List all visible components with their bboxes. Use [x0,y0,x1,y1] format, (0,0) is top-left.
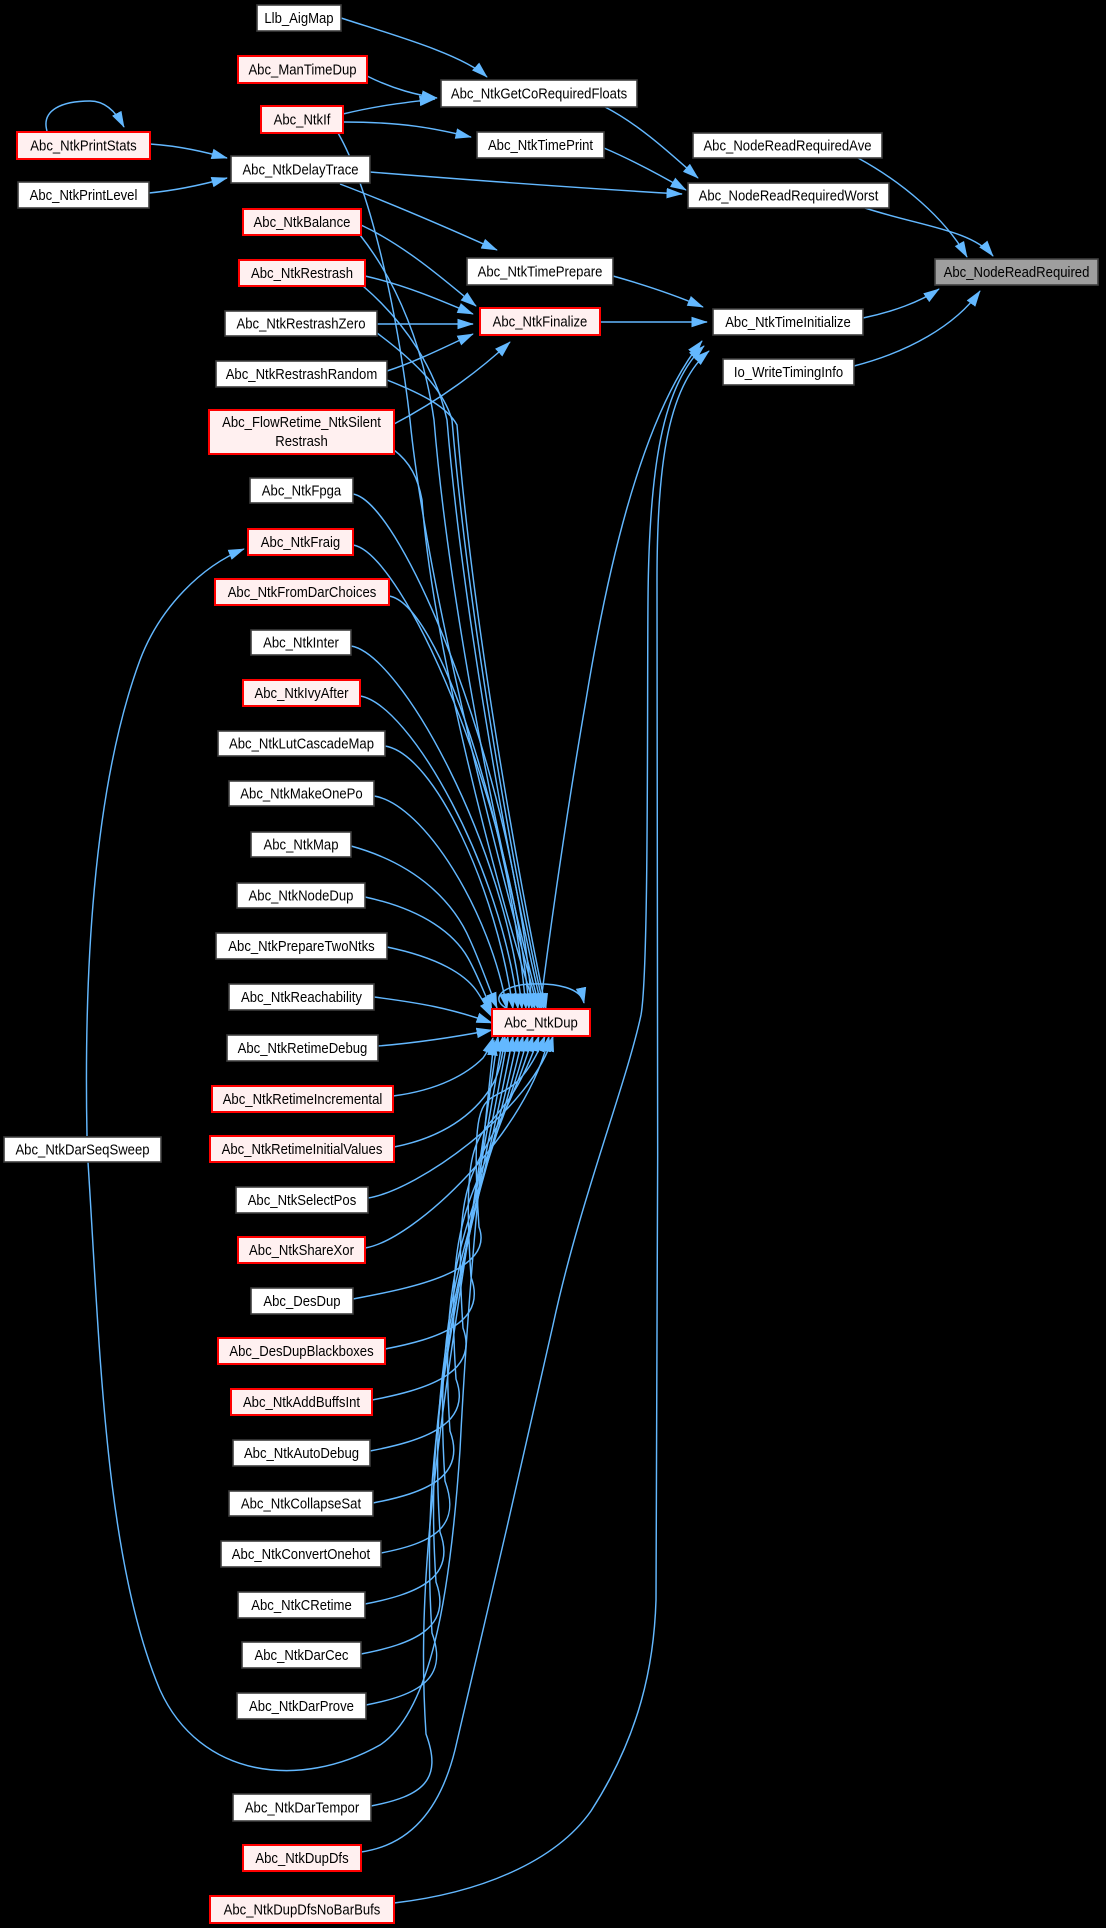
svg-text:Abc_NtkDup: Abc_NtkDup [504,1015,578,1032]
svg-text:Io_WriteTimingInfo: Io_WriteTimingInfo [734,364,843,381]
svg-text:Abc_NtkDelayTrace: Abc_NtkDelayTrace [242,162,358,179]
svg-text:Abc_NtkTimePrepare: Abc_NtkTimePrepare [478,264,603,281]
svg-text:Llb_AigMap: Llb_AigMap [264,10,333,27]
svg-text:Abc_NtkAutoDebug: Abc_NtkAutoDebug [244,1445,359,1462]
svg-text:Abc_NtkNodeDup: Abc_NtkNodeDup [249,888,354,905]
svg-text:Abc_NtkFinalize: Abc_NtkFinalize [493,314,588,331]
svg-text:Abc_NtkGetCoRequiredFloats: Abc_NtkGetCoRequiredFloats [451,86,627,103]
svg-text:Abc_NtkRetimeDebug: Abc_NtkRetimeDebug [238,1040,368,1057]
svg-text:Abc_DesDupBlackboxes: Abc_DesDupBlackboxes [229,1343,373,1360]
svg-text:Abc_NtkAddBuffsInt: Abc_NtkAddBuffsInt [243,1394,361,1411]
svg-text:Abc_NtkDarCec: Abc_NtkDarCec [255,1647,349,1664]
svg-text:Abc_NtkTimePrint: Abc_NtkTimePrint [488,137,594,154]
svg-text:Abc_NtkDupDfs: Abc_NtkDupDfs [255,1850,348,1867]
svg-text:Abc_NtkInter: Abc_NtkInter [263,635,339,652]
svg-text:Abc_NtkRestrashRandom: Abc_NtkRestrashRandom [226,366,378,383]
svg-text:Abc_ManTimeDup: Abc_ManTimeDup [248,62,356,79]
svg-text:Abc_FlowRetime_NtkSilent: Abc_FlowRetime_NtkSilent [222,414,382,431]
svg-text:Abc_NtkDarTempor: Abc_NtkDarTempor [245,1800,359,1817]
svg-text:Abc_NtkMakeOnePo: Abc_NtkMakeOnePo [240,786,362,803]
svg-text:Abc_NtkDarSeqSweep: Abc_NtkDarSeqSweep [15,1142,149,1159]
svg-text:Abc_NtkLutCascadeMap: Abc_NtkLutCascadeMap [229,736,374,753]
svg-text:Abc_NtkPrintLevel: Abc_NtkPrintLevel [30,187,138,204]
svg-text:Abc_NtkShareXor: Abc_NtkShareXor [249,1242,354,1259]
svg-text:Abc_NodeReadRequiredWorst: Abc_NodeReadRequiredWorst [699,188,879,205]
svg-text:Abc_NtkConvertOnehot: Abc_NtkConvertOnehot [232,1546,371,1563]
svg-text:Abc_NtkBalance: Abc_NtkBalance [254,214,351,231]
svg-text:Abc_NtkRetimeInitialValues: Abc_NtkRetimeInitialValues [222,1141,383,1158]
svg-text:Abc_DesDup: Abc_DesDup [263,1293,340,1310]
svg-text:Abc_NtkFromDarChoices: Abc_NtkFromDarChoices [228,584,377,601]
svg-text:Abc_NtkMap: Abc_NtkMap [264,837,339,854]
svg-text:Restrash: Restrash [275,433,328,450]
svg-text:Abc_NtkRestrash: Abc_NtkRestrash [251,265,353,282]
svg-text:Abc_NodeReadRequired: Abc_NodeReadRequired [944,264,1090,281]
svg-text:Abc_NtkCollapseSat: Abc_NtkCollapseSat [241,1496,362,1513]
svg-text:Abc_NtkSelectPos: Abc_NtkSelectPos [248,1192,357,1209]
svg-text:Abc_NtkReachability: Abc_NtkReachability [241,989,362,1006]
svg-text:Abc_NtkIf: Abc_NtkIf [274,112,332,129]
svg-text:Abc_NtkDupDfsNoBarBufs: Abc_NtkDupDfsNoBarBufs [224,1902,381,1919]
svg-text:Abc_NtkCRetime: Abc_NtkCRetime [251,1597,352,1614]
svg-text:Abc_NtkIvyAfter: Abc_NtkIvyAfter [255,685,349,702]
svg-text:Abc_NtkTimeInitialize: Abc_NtkTimeInitialize [725,314,851,331]
svg-text:Abc_NtkRetimeIncremental: Abc_NtkRetimeIncremental [223,1091,383,1108]
svg-text:Abc_NtkPrintStats: Abc_NtkPrintStats [30,138,136,155]
svg-text:Abc_NtkFraig: Abc_NtkFraig [261,534,340,551]
svg-text:Abc_NtkFpga: Abc_NtkFpga [262,483,342,500]
svg-text:Abc_NtkRestrashZero: Abc_NtkRestrashZero [237,316,366,333]
svg-text:Abc_NodeReadRequiredAve: Abc_NodeReadRequiredAve [703,138,871,155]
svg-text:Abc_NtkDarProve: Abc_NtkDarProve [249,1698,354,1715]
svg-text:Abc_NtkPrepareTwoNtks: Abc_NtkPrepareTwoNtks [228,938,374,955]
